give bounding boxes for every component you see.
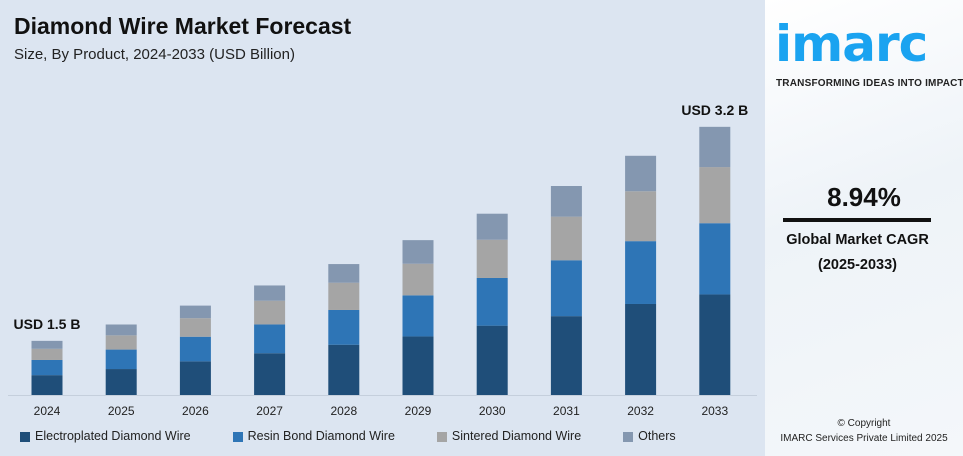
- legend-item: Sintered Diamond Wire: [436, 429, 582, 444]
- x-tick-label: 2032: [627, 404, 654, 418]
- side-panel: imarc TRANSFORMING IDEAS INTO IMPACT 8.9…: [765, 0, 963, 456]
- bar-segment: [550, 316, 582, 395]
- bar-segment: [328, 344, 360, 395]
- x-tick-label: 2029: [405, 404, 432, 418]
- legend: Electroplated Diamond Wire Resin Bond Di…: [20, 429, 718, 444]
- legend-swatch: [20, 431, 30, 442]
- bar-segment: [402, 263, 434, 296]
- x-tick-label: 2031: [553, 404, 580, 418]
- bar-segment: [31, 348, 63, 360]
- bar-segment: [402, 295, 434, 337]
- bar-segment: [254, 353, 286, 395]
- legend-item: Others: [623, 429, 676, 444]
- legend-label: Sintered Diamond Wire: [451, 429, 582, 443]
- bar-segment: [179, 336, 211, 362]
- bar-segment: [254, 285, 286, 301]
- bar-segment: [476, 325, 508, 395]
- bar-segment: [550, 260, 582, 317]
- bar-segment: [254, 324, 286, 354]
- bar-chart: 2024 USD 1.5 B 2025 2026 2027 2028 2029 2030 203…: [8, 102, 757, 418]
- legend-item: Electroplated Diamond Wire: [20, 429, 191, 444]
- legend-swatch: [232, 431, 243, 442]
- bar-segment: [625, 191, 657, 242]
- tagline: TRANSFORMING IDEAS INTO IMPACT: [776, 78, 963, 89]
- company: IMARC Services Private Limited 2025: [780, 433, 948, 444]
- bar-segment: [550, 216, 582, 261]
- cagr-label: Global Market CAGR: [786, 232, 929, 248]
- chart-subtitle: Size, By Product, 2024-2033 (USD Billion…: [14, 46, 295, 63]
- bar-segment: [31, 359, 63, 376]
- divider: [783, 218, 931, 222]
- x-tick-label: 2026: [182, 404, 209, 418]
- bar-segment: [476, 213, 508, 240]
- bar-segment: [328, 264, 360, 283]
- bar-segment: [699, 167, 731, 224]
- bar-segment: [699, 126, 731, 168]
- legend-label: Resin Bond Diamond Wire: [247, 429, 395, 443]
- bar-segment: [105, 369, 137, 395]
- bar-segment: [31, 375, 63, 395]
- x-tick-label: 2033: [701, 404, 728, 418]
- bar-segment: [476, 277, 508, 326]
- bar-segment: [328, 282, 360, 310]
- x-tick-label: 2030: [479, 404, 506, 418]
- total-annotation: USD 1.5 B: [14, 316, 81, 332]
- imarc-logo: imarc: [775, 15, 928, 73]
- bar-segment: [105, 349, 137, 370]
- bar-segment: [179, 361, 211, 395]
- x-tick-label: 2028: [330, 404, 357, 418]
- bar-segment: [550, 186, 582, 217]
- bar-segment: [625, 155, 657, 192]
- bar-segment: [625, 303, 657, 395]
- legend-label: Electroplated Diamond Wire: [35, 429, 191, 443]
- chart-title: Diamond Wire Market Forecast: [14, 13, 352, 39]
- chart-panel: Diamond Wire Market Forecast Size, By Pr…: [0, 0, 765, 456]
- bar-segment: [31, 340, 63, 349]
- bar-segment: [699, 223, 731, 295]
- bar-segment: [179, 305, 211, 319]
- bar-segment: [105, 335, 137, 350]
- x-tick-label: 2024: [34, 404, 61, 418]
- x-tick-label: 2025: [108, 404, 135, 418]
- cagr-period: (2025-2033): [818, 257, 897, 273]
- bar-segment: [328, 309, 360, 345]
- legend-swatch: [623, 431, 634, 442]
- legend-item: Resin Bond Diamond Wire: [232, 429, 395, 444]
- bar-segment: [699, 294, 731, 395]
- bar-segment: [402, 240, 434, 264]
- x-tick-label: 2027: [256, 404, 283, 418]
- legend-swatch: [436, 431, 447, 442]
- legend-label: Others: [638, 429, 676, 443]
- bar-segment: [402, 336, 434, 395]
- bar-segment: [625, 241, 657, 304]
- bar-segment: [105, 324, 137, 336]
- bar-segment: [254, 300, 286, 325]
- total-annotation: USD 3.2 B: [681, 102, 748, 118]
- copyright: © Copyright: [837, 418, 891, 429]
- bar-segment: [476, 239, 508, 278]
- bar-segment: [179, 318, 211, 337]
- cagr-value: 8.94%: [827, 182, 901, 212]
